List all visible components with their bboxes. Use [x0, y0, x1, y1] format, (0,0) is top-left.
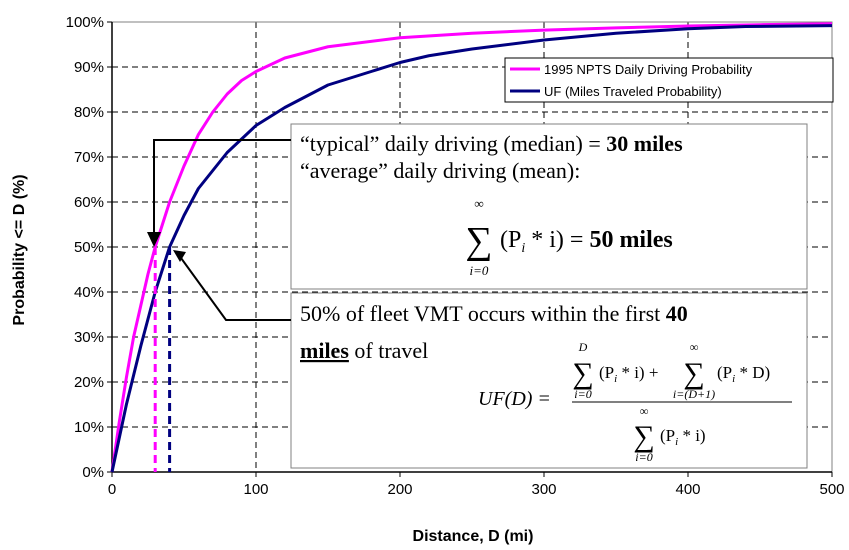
x-tick-label: 500 [819, 481, 844, 498]
svg-text:i=0: i=0 [635, 450, 652, 464]
mean-formula: ∞ ∑ i=0 (Pi * i) = 50 miles [465, 196, 672, 278]
svg-text:∑: ∑ [683, 357, 704, 390]
series-line-1 [110, 24, 833, 473]
arrow-vmt [180, 257, 291, 321]
x-tick-label: 200 [387, 481, 412, 498]
y-tick-label: 40% [74, 284, 104, 301]
svg-text:∞: ∞ [640, 404, 649, 418]
svg-text:∑: ∑ [465, 220, 492, 262]
y-tick-label: 80% [74, 104, 104, 121]
x-tick-label: 300 [531, 481, 556, 498]
svg-text:(Pi * i) +: (Pi * i) + [599, 363, 658, 385]
y-tick-label: 30% [74, 329, 104, 346]
annotation-median-text: “typical” daily driving (median) = 30 mi… [300, 131, 683, 156]
svg-text:D: D [578, 340, 588, 354]
y-tick-labels: 0% 10% 20% 30% 40% 50% 60% 70% 80% 90% 100% [66, 14, 112, 481]
svg-text:i=(D+1): i=(D+1) [673, 387, 715, 401]
y-tick-label: 0% [82, 464, 104, 481]
x-tick-label: 400 [675, 481, 700, 498]
y-tick-label: 50% [74, 239, 104, 256]
legend-label-uf: UF (Miles Traveled Probability) [544, 84, 722, 99]
series-lines [110, 22, 833, 473]
series-line-0 [110, 22, 833, 473]
svg-text:i=0: i=0 [574, 387, 591, 401]
legend-label-npts: 1995 NPTS Daily Driving Probability [544, 62, 753, 77]
uf-formula: UF(D) = D ∑ i=0 (Pi * i) + ∞ ∑ i=(D+1) (… [478, 340, 792, 464]
x-axis-title: Distance, D (mi) [413, 528, 534, 545]
legend-box [504, 57, 834, 103]
svg-text:∞: ∞ [690, 340, 699, 354]
arrow-median [153, 139, 291, 236]
annotation-vmt-line2: miles of travel [300, 338, 428, 363]
annotation-fleet-vmt: 50% of fleet VMT occurs within the first… [290, 292, 808, 469]
y-tick-label: 60% [74, 194, 104, 211]
svg-text:(Pi * D): (Pi * D) [717, 363, 770, 385]
y-axis-title: Probability <= D (%) [11, 174, 28, 325]
arrow-median-head [147, 232, 161, 247]
y-tick-label: 70% [74, 149, 104, 166]
svg-text:i=0: i=0 [470, 263, 489, 278]
annotation-box-1 [290, 123, 808, 290]
svg-text:(Pi * i) = 50 miles: (Pi * i) = 50 miles [500, 227, 673, 256]
arrow-vmt-head [173, 250, 186, 262]
y-tick-label: 90% [74, 59, 104, 76]
y-tick-label: 10% [74, 419, 104, 436]
svg-text:∑: ∑ [633, 420, 654, 453]
callout-arrows [147, 139, 291, 321]
y-tick-label: 20% [74, 374, 104, 391]
annotation-box-2 [290, 292, 808, 469]
y-tick-label: 100% [66, 14, 104, 31]
marker-lines [153, 247, 172, 472]
annotation-median-mean: “typical” daily driving (median) = 30 mi… [290, 123, 808, 290]
x-tick-labels: 0 100 200 300 400 500 [108, 472, 845, 498]
svg-text:∑: ∑ [572, 357, 593, 390]
svg-text:UF(D) =: UF(D) = [478, 388, 551, 410]
x-tick-label: 100 [243, 481, 268, 498]
svg-text:∞: ∞ [474, 196, 483, 211]
legend: 1995 NPTS Daily Driving Probability UF (… [504, 57, 834, 103]
svg-text:(Pi * i): (Pi * i) [660, 426, 706, 448]
annotation-vmt-line1: 50% of fleet VMT occurs within the first… [300, 301, 688, 326]
x-tick-label: 0 [108, 481, 116, 498]
annotation-mean-text: “average” daily driving (mean): [300, 158, 580, 183]
